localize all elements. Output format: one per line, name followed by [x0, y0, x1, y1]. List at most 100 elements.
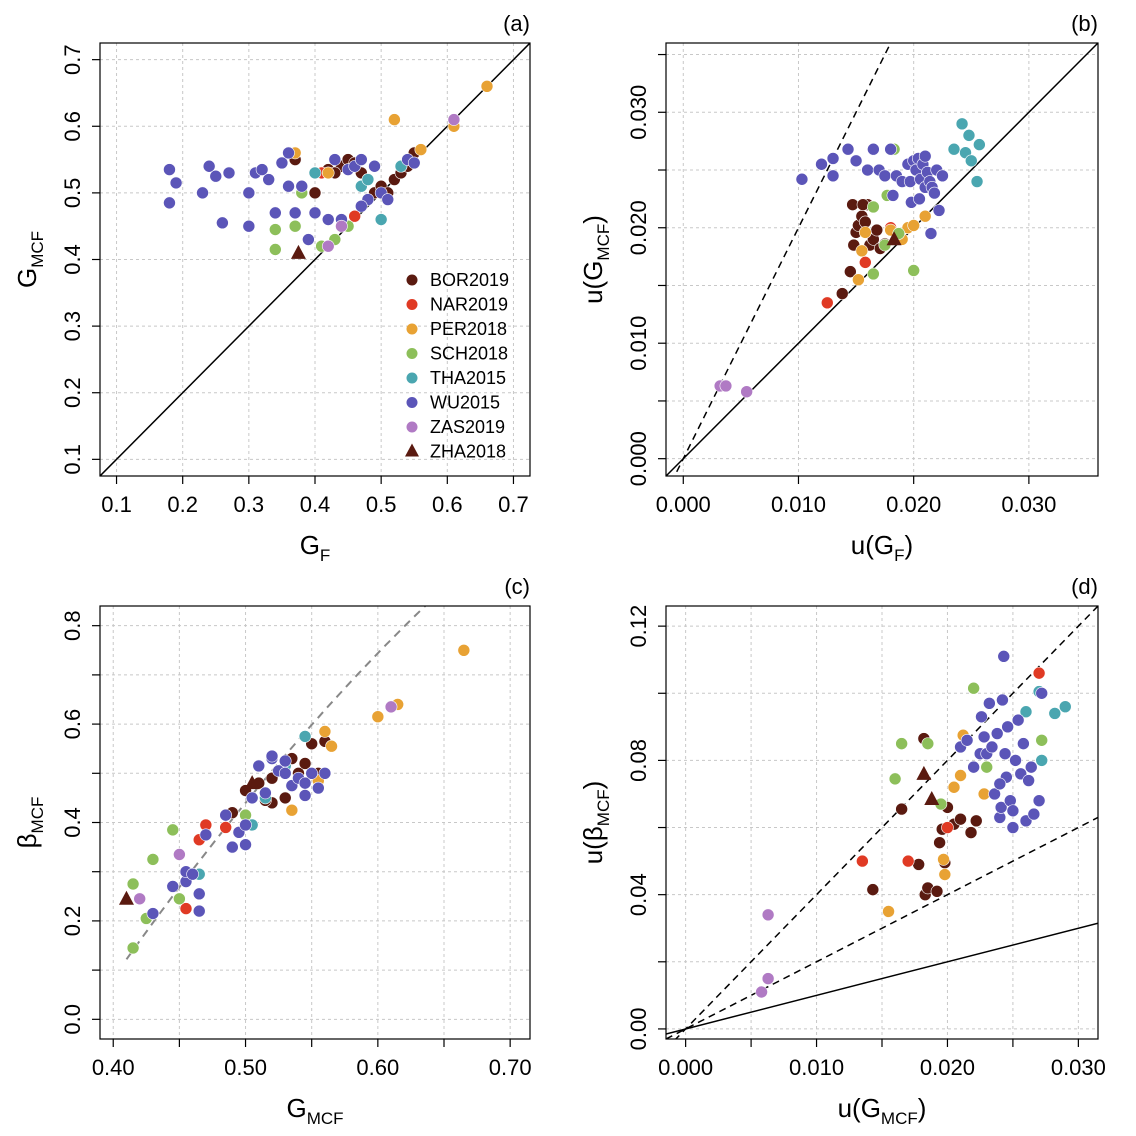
point-sch2018: [146, 853, 160, 866]
point-wu2015: [192, 904, 206, 918]
point-wu2015: [282, 146, 295, 160]
point-zha2018: [924, 791, 940, 806]
point-wu2015: [1022, 774, 1035, 787]
point-wu2015: [977, 730, 991, 744]
legend-marker-per2018: [406, 323, 418, 335]
point-wu2015: [196, 186, 209, 200]
point-bor2019: [844, 265, 857, 278]
legend-label-sch2018: SCH2018: [430, 344, 508, 364]
point-sch2018: [1035, 733, 1049, 747]
point-wu2015: [239, 838, 252, 851]
y-axis-label-subscript: MCF: [594, 789, 613, 826]
point-wu2015: [849, 154, 863, 168]
point-nar2019: [219, 821, 232, 834]
y-tick-label: 0.2: [60, 906, 85, 937]
y-tick-label: 0.8: [60, 610, 85, 641]
y-tick-label: 0.3: [60, 311, 85, 342]
panel-d: 0.000 0.010 0.020 0.0300.000.040.080.12u(GM…: [578, 574, 1106, 1128]
point-wu2015: [278, 754, 292, 768]
point-wu2015: [209, 169, 223, 183]
x-tick-label: 0.4: [300, 492, 331, 517]
y-axis-label: βMCF: [12, 797, 47, 849]
point-bor2019: [298, 757, 312, 770]
data-points: [163, 80, 494, 259]
data-points: [713, 117, 986, 399]
point-sch2018: [895, 737, 908, 750]
point-bor2019: [278, 791, 292, 805]
point-wu2015: [886, 189, 900, 202]
point-bor2019: [954, 812, 967, 826]
point-wu2015: [328, 153, 342, 166]
point-wu2015: [368, 159, 381, 173]
point-per2018: [938, 868, 952, 881]
panel-tag: (a): [503, 11, 530, 36]
legend-label-zas2019: ZAS2019: [430, 417, 505, 437]
point-nar2019: [858, 256, 872, 269]
point-wu2015: [1011, 713, 1025, 727]
data-points: [755, 650, 1072, 999]
point-wu2015: [936, 169, 949, 183]
point-tha2015: [298, 730, 312, 743]
reference-lines: [666, 606, 1098, 1039]
panel-c: 0.40 0.50 0.60 0.700.00.20.40.60.8GMCFβMCF(…: [12, 574, 532, 1128]
y-tick-label: 0.030: [626, 85, 651, 140]
point-sch2018: [888, 772, 902, 786]
point-tha2015: [1048, 707, 1062, 720]
legend-marker-wu2015: [406, 397, 418, 408]
legend-label-zha2018: ZHA2018: [430, 442, 506, 462]
point-wu2015: [1001, 720, 1014, 734]
reference-line-slope-2: [666, 816, 1098, 1039]
point-wu2015: [1009, 754, 1022, 767]
point-per2018: [371, 710, 385, 724]
point-wu2015: [226, 840, 239, 854]
point-wu2015: [298, 789, 312, 802]
point-nar2019: [820, 296, 834, 310]
point-wu2015: [841, 142, 855, 156]
y-axis-label-main: u(β: [578, 826, 608, 864]
point-wu2015: [219, 808, 232, 822]
point-wu2015: [1017, 737, 1030, 750]
point-zha2018: [118, 890, 134, 905]
y-tick-label: 0.4: [60, 244, 85, 275]
point-wu2015: [861, 163, 874, 177]
point-wu2015: [928, 186, 941, 200]
point-per2018: [325, 739, 338, 753]
y-tick-label: 0.00: [626, 1008, 651, 1051]
x-tick-label: 0.010: [771, 492, 826, 517]
x-axis-label-main: G: [286, 1093, 306, 1123]
point-wu2015: [242, 186, 256, 200]
y-axis-label-close: ): [578, 781, 608, 790]
point-zas2019: [447, 113, 461, 126]
x-axis-label-main: u(G: [851, 530, 894, 560]
point-zas2019: [755, 985, 768, 999]
point-wu2015: [308, 206, 322, 220]
y-tick-label: 0.04: [626, 873, 651, 916]
point-zas2019: [133, 892, 146, 906]
point-wu2015: [913, 192, 926, 206]
point-wu2015: [884, 142, 897, 156]
x-tick-label: 0.5: [366, 492, 397, 517]
point-zas2019: [173, 848, 186, 861]
point-wu2015: [1024, 760, 1038, 774]
point-wu2015: [163, 163, 176, 176]
data-points: [118, 643, 471, 955]
point-sch2018: [867, 200, 880, 214]
point-sch2018: [288, 219, 302, 233]
point-zha2018: [290, 244, 306, 259]
point-per2018: [918, 209, 932, 223]
point-wu2015: [146, 907, 160, 920]
point-wu2015: [259, 786, 272, 800]
y-axis-label-main: u(G: [578, 261, 608, 304]
point-wu2015: [302, 233, 315, 246]
grid: [666, 43, 1098, 476]
point-wu2015: [192, 887, 206, 901]
point-nar2019: [179, 902, 193, 915]
point-wu2015: [269, 206, 282, 220]
point-per2018: [947, 780, 961, 794]
point-wu2015: [990, 727, 1004, 740]
x-axis-label-subscript: F: [320, 546, 330, 565]
x-axis-label: u(GF): [851, 530, 913, 565]
point-wu2015: [265, 749, 279, 763]
y-tick-label: 0.4: [60, 807, 85, 838]
point-per2018: [852, 273, 865, 287]
